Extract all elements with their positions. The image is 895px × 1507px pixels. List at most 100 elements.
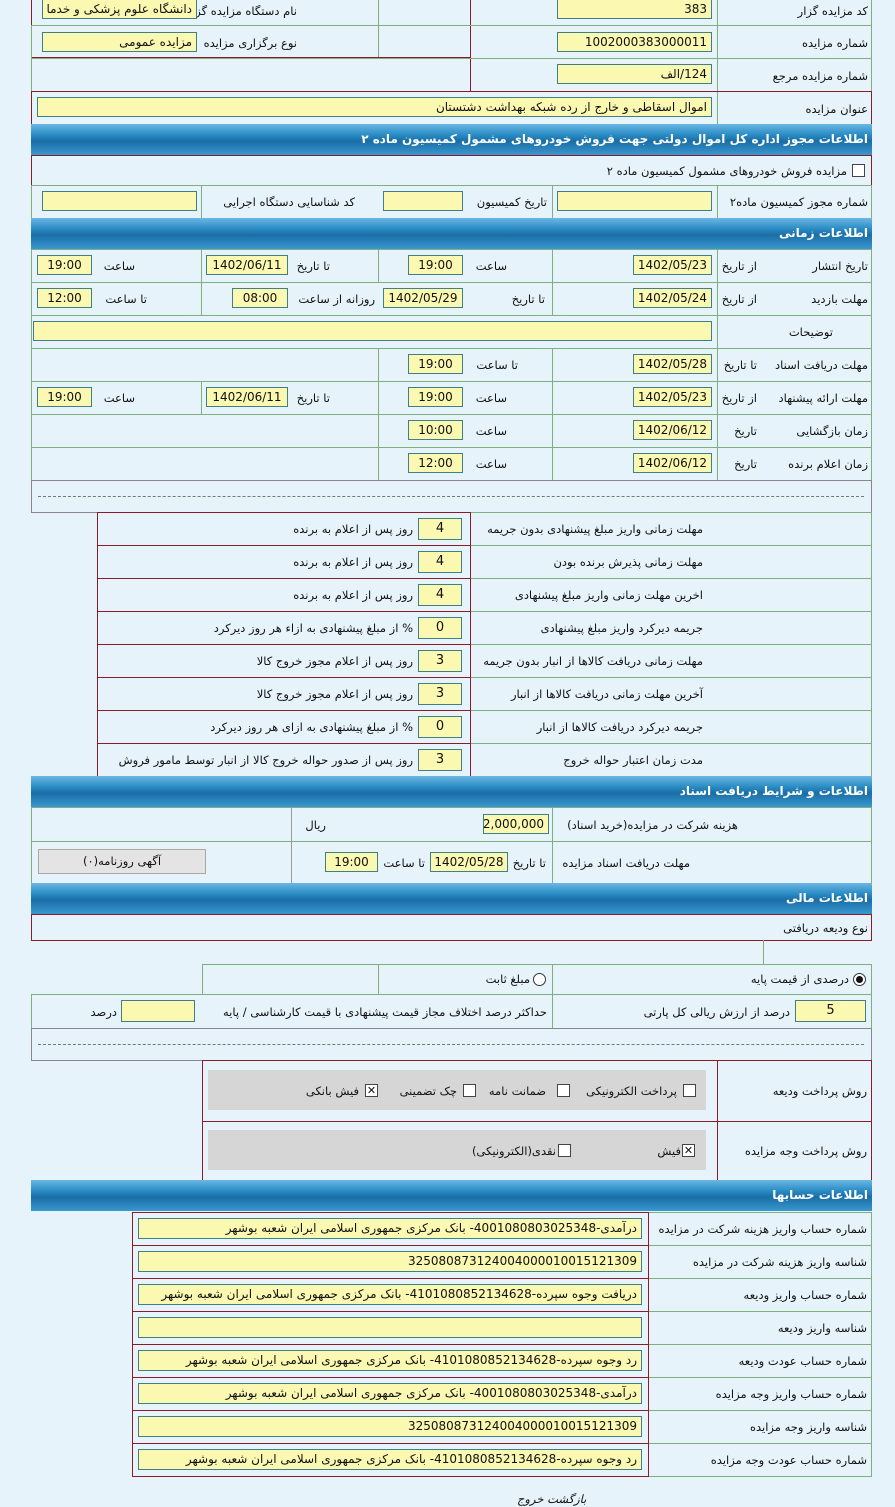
visit-from-label: از تاریخ [721,292,757,306]
divider [552,348,553,381]
doc-time-field[interactable]: 19:00 [325,852,378,872]
dashed-divider [38,1044,864,1045]
account-value-field[interactable]: رد وجوه سپرده-4101080852134628- بانک مرک… [138,1449,642,1470]
notes-field[interactable] [33,321,712,341]
org-name-field[interactable]: دانشگاه علوم پزشکی و خدما [42,0,197,19]
offer-from-field[interactable]: 1402/05/23 [633,387,712,407]
publish-to-label: تا تاریخ [296,259,330,273]
deadline-unit: روز پس از اعلام مجوز خروج کالا [256,654,413,668]
account-value-field[interactable]: دریافت وجوه سپرده-4101080852134628- بانک… [138,1284,642,1305]
visit-daily-from-field[interactable]: 08:00 [232,288,288,308]
deadline-unit: روز پس از صدور حواله خروج کالا از انبار … [118,753,413,767]
deadline-label: آخرین مهلت زمانی دریافت کالاها از انبار [510,687,703,701]
payment-slip-checkbox[interactable]: ✕ [682,1144,695,1157]
row-fee [31,807,872,842]
deposit-bank-slip-label: فیش بانکی [305,1084,359,1098]
deadline-label: مدت زمان اعتبار حواله خروج [563,753,703,767]
winner-time-label: ساعت [475,457,507,471]
winner-time-field[interactable]: 12:00 [408,453,463,473]
visit-to-field[interactable]: 1402/05/29 [383,288,463,308]
car-sale-label: مزایده فروش خودروهای مشمول کمیسیون ماده … [606,164,847,178]
account-value-field[interactable]: درآمدی-4001080803025348- بانک مرکزی جمهو… [138,1218,642,1239]
divider [552,185,553,218]
divider [717,249,718,282]
deadline-unit: روز پس از اعلام به برنده [293,555,413,569]
visit-from-field[interactable]: 1402/05/24 [633,288,712,308]
doc-to-field[interactable]: 1402/05/28 [430,852,508,872]
account-label: شماره حساب عودت وجه مزایده [710,1453,867,1467]
publish-to-field[interactable]: 1402/06/11 [206,255,288,275]
exit-link[interactable]: خروج [517,1492,544,1506]
divider [201,185,202,218]
divider [552,381,553,414]
docs-time-field[interactable]: 19:00 [408,354,463,374]
deadline-value-field[interactable]: 3 [418,749,462,771]
deposit-guarantee-checkbox[interactable] [557,1084,570,1097]
accounts-header: اطلاعات حسابها [31,1180,872,1211]
ref-field[interactable]: 124/الف [557,64,712,84]
fee-currency: ریال [305,818,326,832]
divider [717,0,718,124]
account-value-field[interactable] [138,1317,642,1338]
timing-header: اطلاعات زمانی [31,218,872,249]
offer-time-field[interactable]: 19:00 [408,387,463,407]
newspaper-ads-button[interactable]: آگهی روزنامه(۰) [38,849,206,874]
offer-to-field[interactable]: 1402/06/11 [206,387,288,407]
title-field[interactable]: اموال اسقاطی و خارج از رده شبکه بهداشت د… [37,97,712,117]
doc-to-label: تا تاریخ [512,856,546,870]
publish-time-field[interactable]: 19:00 [408,255,463,275]
deadline-value-field[interactable]: 4 [418,551,462,573]
commission-no-field[interactable] [557,191,712,211]
account-label: شماره حساب واریز ودیعه [743,1288,867,1302]
row-deposit-type [31,914,872,941]
number-field[interactable]: 1002000383000011 [557,32,712,52]
divider [717,348,718,381]
commission-date-field[interactable] [383,191,463,211]
deposit-bank-slip-checkbox[interactable]: ✕ [365,1084,378,1097]
offer-to-label: تا تاریخ [296,391,330,405]
visit-daily-label: روزانه از ساعت [298,292,375,306]
offer-label: مهلت ارائه پیشنهاد [778,391,868,405]
deposit-electronic-checkbox[interactable] [683,1084,696,1097]
deposit-type-label: نوع ودیعه دریافتی [783,921,868,935]
fee-label: هزینه شرکت در مزایده(خرید اسناد) [567,818,738,832]
back-link[interactable]: بازگشت [547,1492,587,1506]
visit-daily-to-field[interactable]: 12:00 [37,288,92,308]
commission-no-label: شماره مجوز کمیسیون ماده۲ [729,195,868,209]
account-value-field[interactable]: رد وجوه سپرده-4101080852134628- بانک مرک… [138,1350,642,1371]
exec-code-field[interactable] [42,191,197,211]
max-diff-field[interactable] [121,1000,195,1022]
percent-radio[interactable] [853,973,866,986]
deadline-value-field[interactable]: 3 [418,683,462,705]
deadline-value-field[interactable]: 0 [418,617,462,639]
deadline-value-field[interactable]: 3 [418,650,462,672]
account-value-field[interactable]: 325080873124004000010015121309 [138,1416,642,1437]
deadline-value-field[interactable]: 0 [418,716,462,738]
account-value-field[interactable]: 325080873124004000010015121309 [138,1251,642,1272]
publish-from-field[interactable]: 1402/05/23 [633,255,712,275]
payment-cash-checkbox[interactable] [558,1144,571,1157]
dashed-divider [38,496,864,497]
type-field[interactable]: مزایده عمومی [42,32,197,52]
code-field[interactable]: 383 [557,0,712,19]
account-label: شماره حساب واریز هزینه شرکت در مزایده [658,1222,867,1236]
car-sale-checkbox[interactable] [852,164,865,177]
offer-time2-field[interactable]: 19:00 [37,387,92,407]
deadline-unit: % از مبلغ پیشنهادی به ازای هر روز دیرکرد [210,720,413,734]
divider [201,282,202,315]
account-value-field[interactable]: درآمدی-4001080803025348- بانک مرکزی جمهو… [138,1383,642,1404]
docs-to-field[interactable]: 1402/05/28 [633,354,712,374]
opening-time-field[interactable]: 10:00 [408,420,463,440]
opening-date-field[interactable]: 1402/06/12 [633,420,712,440]
fixed-radio[interactable] [533,973,546,986]
publish-time2-field[interactable]: 19:00 [37,255,92,275]
winner-date-field[interactable]: 1402/06/12 [633,453,712,473]
deadline-unit: روز پس از اعلام به برنده [293,588,413,602]
divider [552,964,553,994]
deposit-cheque-checkbox[interactable] [463,1084,476,1097]
percent-value-field[interactable]: 5 [795,1000,866,1022]
deadline-value-field[interactable]: 4 [418,584,462,606]
fee-field[interactable]: 2,000,000 [483,814,549,834]
percent-option-label: درصدی از قیمت پایه [750,972,849,986]
deadline-value-field[interactable]: 4 [418,518,462,540]
